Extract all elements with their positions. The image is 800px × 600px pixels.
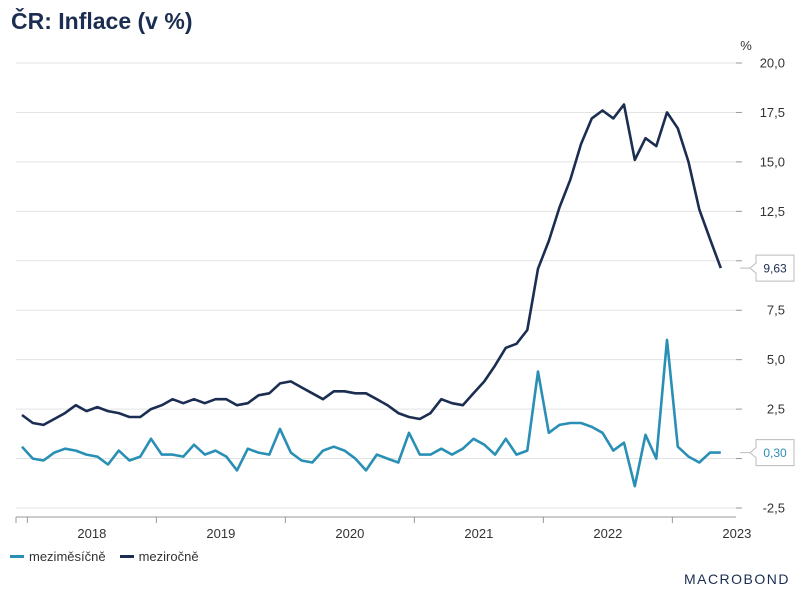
macrobond-logo: MACROBOND: [683, 571, 790, 587]
end-badge-mom: 0,30: [740, 439, 795, 467]
legend: meziměsíčně meziročně: [10, 549, 199, 564]
x-tick-label: 2020: [335, 526, 364, 541]
y-tick-label: 5,0: [767, 352, 785, 367]
y-tick-label: -2,5: [763, 501, 785, 516]
y-axis-unit: %: [740, 38, 752, 53]
series-line-yoy: [21, 103, 723, 427]
x-tick-label: 2019: [206, 526, 235, 541]
y-tick-label: 20,0: [760, 56, 785, 71]
end-value-badges: 0,30 9,63: [740, 254, 795, 467]
x-tick-label: 2022: [593, 526, 622, 541]
x-tick-label: 2018: [77, 526, 106, 541]
legend-item-mom: meziměsíčně: [10, 549, 106, 564]
series-lines: [21, 103, 723, 488]
y-tick-label: 2,5: [767, 402, 785, 417]
end-badge-yoy: 9,63: [740, 254, 795, 282]
legend-swatch-mom: [10, 555, 24, 558]
badge-box: [749, 439, 795, 467]
y-tick-label: 15,0: [760, 154, 785, 169]
chart-title: ČR: Inflace (v %): [11, 8, 193, 34]
legend-item-yoy: meziročně: [119, 549, 199, 564]
x-tick-label: 2023: [722, 526, 751, 541]
badge-value: 0,30: [763, 446, 787, 460]
x-tick-label: 2021: [464, 526, 493, 541]
y-tick-label: 7,5: [767, 303, 785, 318]
y-tick-label: 12,5: [760, 204, 785, 219]
legend-label-mom: meziměsíčně: [29, 549, 106, 564]
x-axis-ticks: 2018 2019 2020 2021 2022 2023: [77, 526, 751, 541]
badge-box: [749, 254, 795, 282]
series-line-mom: [21, 338, 721, 488]
y-tick-label: 17,5: [760, 105, 785, 120]
legend-swatch-yoy: [119, 555, 134, 558]
x-axis: [15, 516, 736, 523]
legend-label-yoy: meziročně: [138, 549, 199, 564]
badge-value: 9,63: [763, 262, 787, 276]
